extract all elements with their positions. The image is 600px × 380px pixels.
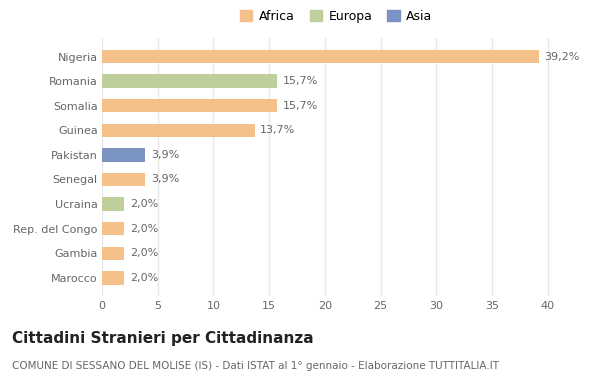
Text: 2,0%: 2,0% <box>130 224 158 234</box>
Text: 39,2%: 39,2% <box>544 52 580 62</box>
Text: 3,9%: 3,9% <box>151 150 179 160</box>
Text: 15,7%: 15,7% <box>283 76 318 86</box>
Bar <box>102 271 124 285</box>
Bar <box>102 197 124 211</box>
Bar <box>102 148 145 162</box>
Text: 3,9%: 3,9% <box>151 174 179 185</box>
Bar <box>102 173 145 186</box>
Bar <box>102 247 124 260</box>
Text: COMUNE DI SESSANO DEL MOLISE (IS) - Dati ISTAT al 1° gennaio - Elaborazione TUTT: COMUNE DI SESSANO DEL MOLISE (IS) - Dati… <box>12 361 499 371</box>
Bar <box>102 124 254 137</box>
Bar <box>102 222 124 236</box>
Text: 2,0%: 2,0% <box>130 248 158 258</box>
Text: 2,0%: 2,0% <box>130 199 158 209</box>
Bar <box>102 50 539 63</box>
Text: 15,7%: 15,7% <box>283 101 318 111</box>
Text: 13,7%: 13,7% <box>260 125 295 135</box>
Text: Cittadini Stranieri per Cittadinanza: Cittadini Stranieri per Cittadinanza <box>12 331 314 345</box>
Legend: Africa, Europa, Asia: Africa, Europa, Asia <box>236 6 436 27</box>
Bar <box>102 99 277 112</box>
Text: 2,0%: 2,0% <box>130 273 158 283</box>
Bar <box>102 74 277 88</box>
